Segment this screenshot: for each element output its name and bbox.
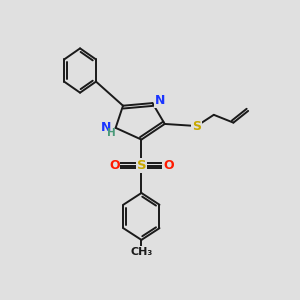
Text: N: N xyxy=(154,94,165,107)
Text: S: S xyxy=(136,159,146,172)
Text: O: O xyxy=(163,159,174,172)
Text: N: N xyxy=(100,122,111,134)
Text: H: H xyxy=(107,128,116,137)
Text: O: O xyxy=(109,159,120,172)
Text: S: S xyxy=(192,119,201,133)
Text: CH₃: CH₃ xyxy=(130,247,152,256)
